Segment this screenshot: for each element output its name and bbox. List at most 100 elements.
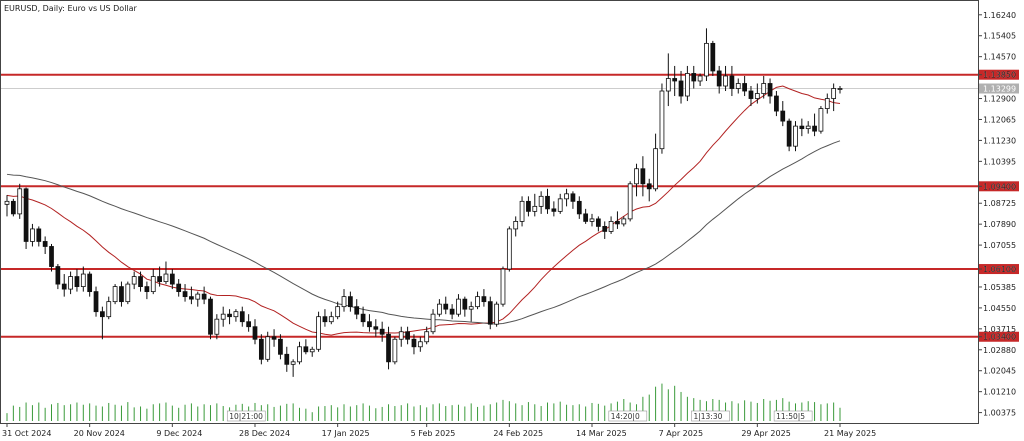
candle[interactable] — [710, 40, 716, 76]
candle[interactable] — [328, 311, 334, 325]
candle[interactable] — [182, 284, 188, 302]
candle[interactable] — [227, 309, 232, 325]
candle[interactable] — [615, 211, 620, 229]
candle[interactable] — [462, 296, 468, 317]
candle[interactable] — [602, 221, 608, 239]
candle[interactable] — [405, 326, 410, 345]
support-resistance-levels[interactable]: 1.13850 1.09400 1.06100 1.03400 1.13299 — [1, 69, 1019, 342]
candle[interactable] — [475, 291, 480, 310]
candle[interactable] — [481, 289, 487, 307]
candle[interactable] — [201, 286, 207, 305]
candle[interactable] — [112, 284, 118, 305]
candle[interactable] — [583, 208, 589, 224]
candle[interactable] — [265, 331, 271, 362]
candle[interactable] — [799, 118, 805, 137]
candle[interactable] — [392, 336, 398, 365]
candle[interactable] — [271, 329, 277, 347]
candle[interactable] — [430, 309, 436, 335]
time-axis[interactable]: 31 Oct 2024 20 Nov 2024 9 Dec 2024 28 Dec 2… — [2, 423, 876, 438]
candle[interactable] — [100, 306, 105, 340]
candle[interactable] — [246, 314, 252, 332]
candle[interactable] — [545, 188, 550, 214]
candle[interactable] — [30, 223, 35, 247]
candle[interactable] — [786, 118, 792, 152]
candle[interactable] — [761, 75, 767, 99]
candle[interactable] — [373, 319, 379, 337]
candle[interactable] — [379, 321, 385, 342]
candle[interactable] — [398, 326, 404, 347]
candle[interactable] — [437, 299, 442, 317]
candle[interactable] — [150, 269, 156, 295]
candle[interactable] — [335, 301, 341, 320]
candle[interactable] — [659, 83, 665, 154]
candles[interactable] — [4, 28, 843, 377]
candle[interactable] — [61, 274, 67, 297]
candle[interactable] — [780, 101, 786, 127]
candle[interactable] — [284, 346, 290, 372]
candle[interactable] — [691, 65, 697, 89]
candle[interactable] — [697, 73, 703, 87]
candle[interactable] — [665, 53, 671, 107]
candle[interactable] — [189, 286, 194, 305]
candle[interactable] — [290, 359, 296, 377]
candle[interactable] — [17, 183, 23, 219]
candle[interactable] — [526, 196, 531, 217]
candle[interactable] — [513, 216, 519, 237]
candle[interactable] — [74, 269, 80, 292]
candle[interactable] — [239, 306, 245, 327]
candle[interactable] — [831, 83, 837, 112]
candle[interactable] — [589, 213, 595, 227]
candle[interactable] — [672, 65, 678, 97]
candle[interactable] — [557, 193, 563, 214]
candle[interactable] — [646, 178, 652, 202]
candle[interactable] — [468, 301, 474, 322]
candle[interactable] — [608, 216, 614, 234]
candle[interactable] — [456, 294, 461, 317]
candle[interactable] — [55, 264, 61, 290]
candle[interactable] — [106, 296, 112, 320]
candle[interactable] — [208, 296, 213, 340]
candle[interactable] — [87, 271, 93, 297]
candle[interactable] — [519, 196, 525, 227]
candle[interactable] — [570, 191, 576, 209]
candle[interactable] — [685, 65, 690, 102]
candle[interactable] — [131, 271, 137, 290]
candle[interactable] — [653, 133, 658, 192]
candle[interactable] — [316, 311, 321, 352]
candle[interactable] — [742, 75, 747, 97]
candle[interactable] — [80, 266, 86, 292]
candle[interactable] — [297, 341, 302, 365]
candle[interactable] — [214, 314, 220, 340]
candle[interactable] — [322, 309, 328, 327]
candle[interactable] — [309, 346, 315, 357]
candle[interactable] — [704, 28, 709, 81]
candle[interactable] — [278, 334, 283, 360]
price-axis[interactable]: 1.16240 1.15405 1.14570 1.13850 1.12900 1.120… — [978, 11, 1016, 418]
candle[interactable] — [634, 163, 639, 197]
candle[interactable] — [716, 65, 722, 94]
candle[interactable] — [10, 198, 16, 217]
candle[interactable] — [774, 91, 779, 117]
candle[interactable] — [678, 70, 684, 104]
candle[interactable] — [195, 291, 201, 307]
candle[interactable] — [538, 191, 544, 214]
candle[interactable] — [303, 339, 309, 355]
candle[interactable] — [169, 269, 175, 290]
candle[interactable] — [487, 296, 493, 330]
candle[interactable] — [793, 121, 798, 152]
candle[interactable] — [138, 271, 143, 292]
candle[interactable] — [125, 281, 131, 305]
candle[interactable] — [424, 326, 430, 345]
candle[interactable] — [4, 195, 10, 217]
candle[interactable] — [36, 226, 42, 247]
candle[interactable] — [258, 334, 264, 365]
candle[interactable] — [494, 301, 499, 327]
candle[interactable] — [824, 93, 830, 114]
candle[interactable] — [348, 291, 353, 312]
candle[interactable] — [812, 113, 817, 137]
candle[interactable] — [42, 236, 48, 254]
candle[interactable] — [176, 279, 182, 297]
candle[interactable] — [341, 289, 347, 312]
candle[interactable] — [621, 216, 627, 227]
